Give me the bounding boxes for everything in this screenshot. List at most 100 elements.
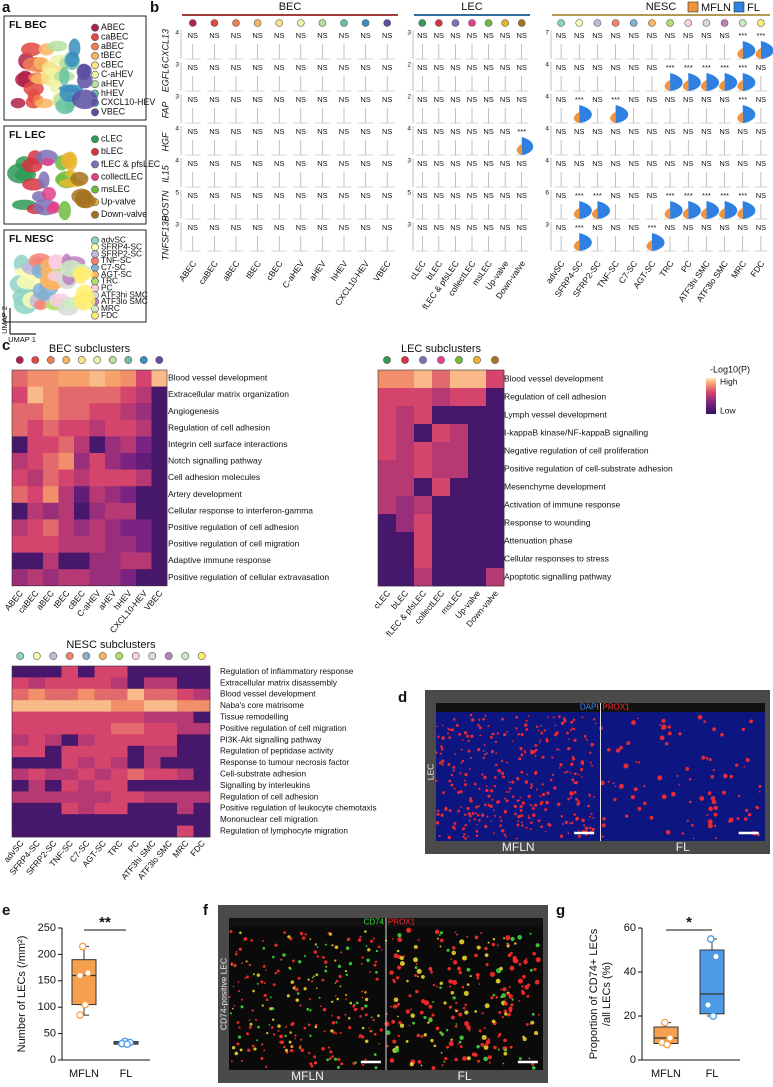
cell-signal (237, 989, 241, 993)
cell-signal (368, 1027, 371, 1029)
cell-signal (316, 955, 320, 958)
cell-signal (514, 812, 517, 816)
significance: NS (500, 191, 510, 200)
cell-signal (348, 961, 353, 966)
heat-cell (151, 502, 168, 520)
cell-signal (473, 1052, 478, 1057)
cell-signal (396, 976, 400, 980)
cell-signal (247, 1048, 251, 1052)
significance: NS (610, 223, 620, 232)
cell-signal (313, 950, 318, 954)
cell-signal (433, 1044, 437, 1048)
heat-cell (151, 569, 168, 587)
significance: NS (252, 223, 262, 232)
cell-signal (334, 994, 337, 997)
y-max-label: 4 (175, 158, 179, 165)
legend-label: SFRP2-SC (101, 248, 142, 258)
cell-signal (508, 781, 511, 784)
legend-label: ATF3lo SMC (101, 296, 148, 306)
heat-cell (450, 424, 469, 443)
cell-signal (461, 827, 466, 831)
cell-signal (445, 1029, 449, 1032)
heat-cell (193, 723, 211, 735)
heat-cell (120, 552, 137, 570)
significance: NS (382, 63, 392, 72)
heat-cell (151, 436, 168, 454)
significance: NS (434, 159, 444, 168)
cell-signal (525, 1023, 529, 1026)
legend-dot (91, 135, 99, 144)
heat-cell (127, 802, 145, 815)
cell-signal (703, 720, 706, 723)
heat-cell (396, 568, 415, 587)
cell-signal (482, 717, 485, 721)
cell-signal (533, 1031, 539, 1036)
heat-cell (43, 403, 59, 421)
cell-signal (557, 802, 561, 806)
significance: NS (209, 159, 219, 168)
heat-cell (74, 536, 90, 553)
cell-signal (304, 933, 308, 936)
cell-signal (502, 775, 506, 779)
heat-cell (89, 453, 106, 470)
cell-signal (474, 953, 478, 958)
heat-cell (160, 666, 178, 678)
heat-cell (58, 486, 75, 504)
cluster-dot (232, 19, 240, 27)
heatmap-frame (377, 369, 505, 587)
cluster-dot (318, 19, 327, 27)
significance: NS (434, 127, 444, 136)
heat-cell (396, 532, 415, 551)
heat-cell (450, 406, 469, 425)
heat-cell (27, 386, 44, 404)
cell-signal (441, 1064, 444, 1067)
cell-signal (289, 937, 293, 941)
heat-cell (111, 780, 128, 792)
cell-signal (380, 949, 383, 951)
cell-signal (667, 725, 671, 729)
heat-cell (61, 814, 79, 826)
cell-signal (707, 823, 713, 829)
significance: NS (296, 223, 306, 232)
heat-cell (144, 780, 161, 792)
column-label: cLEC (408, 259, 428, 282)
umap-cluster (42, 158, 54, 167)
heat-cell (74, 370, 90, 387)
cell-signal (439, 986, 442, 989)
cell-signal (314, 943, 317, 946)
cell-signal (452, 946, 456, 950)
cell-signal (508, 994, 514, 999)
cluster-dot (738, 19, 747, 27)
cell-signal (476, 976, 480, 980)
cell-signal (510, 1003, 514, 1007)
legend-label: bLEC (101, 146, 124, 156)
significance: NS (483, 63, 493, 72)
heat-cell (12, 700, 29, 712)
significance: NS (317, 95, 327, 104)
cell-signal (455, 1001, 458, 1005)
cell-signal (452, 718, 456, 721)
significance: *** (666, 63, 675, 72)
stain-label: DAPI (580, 703, 599, 712)
cell-signal (572, 757, 576, 761)
cell-signal (665, 829, 671, 835)
heat-cell (486, 550, 505, 569)
gene-label: TNFSF13B (160, 215, 170, 260)
cell-signal (478, 805, 481, 808)
cell-signal (322, 955, 325, 959)
cell-signal (460, 762, 463, 765)
cell-signal (549, 778, 553, 782)
cell-signal (573, 790, 577, 794)
panel-letter: e (2, 902, 10, 919)
cell-signal (485, 1039, 491, 1045)
cell-signal (708, 758, 712, 762)
significance: NS (382, 191, 392, 200)
heat-cell (432, 388, 451, 407)
cell-signal (478, 726, 482, 730)
cell-signal (257, 1025, 260, 1029)
stain-label: PROX1 (603, 703, 631, 712)
heat-cell (414, 568, 433, 587)
row-label: Angiogenesis (168, 406, 219, 416)
cell-signal (479, 734, 482, 737)
heat-cell (111, 825, 128, 838)
